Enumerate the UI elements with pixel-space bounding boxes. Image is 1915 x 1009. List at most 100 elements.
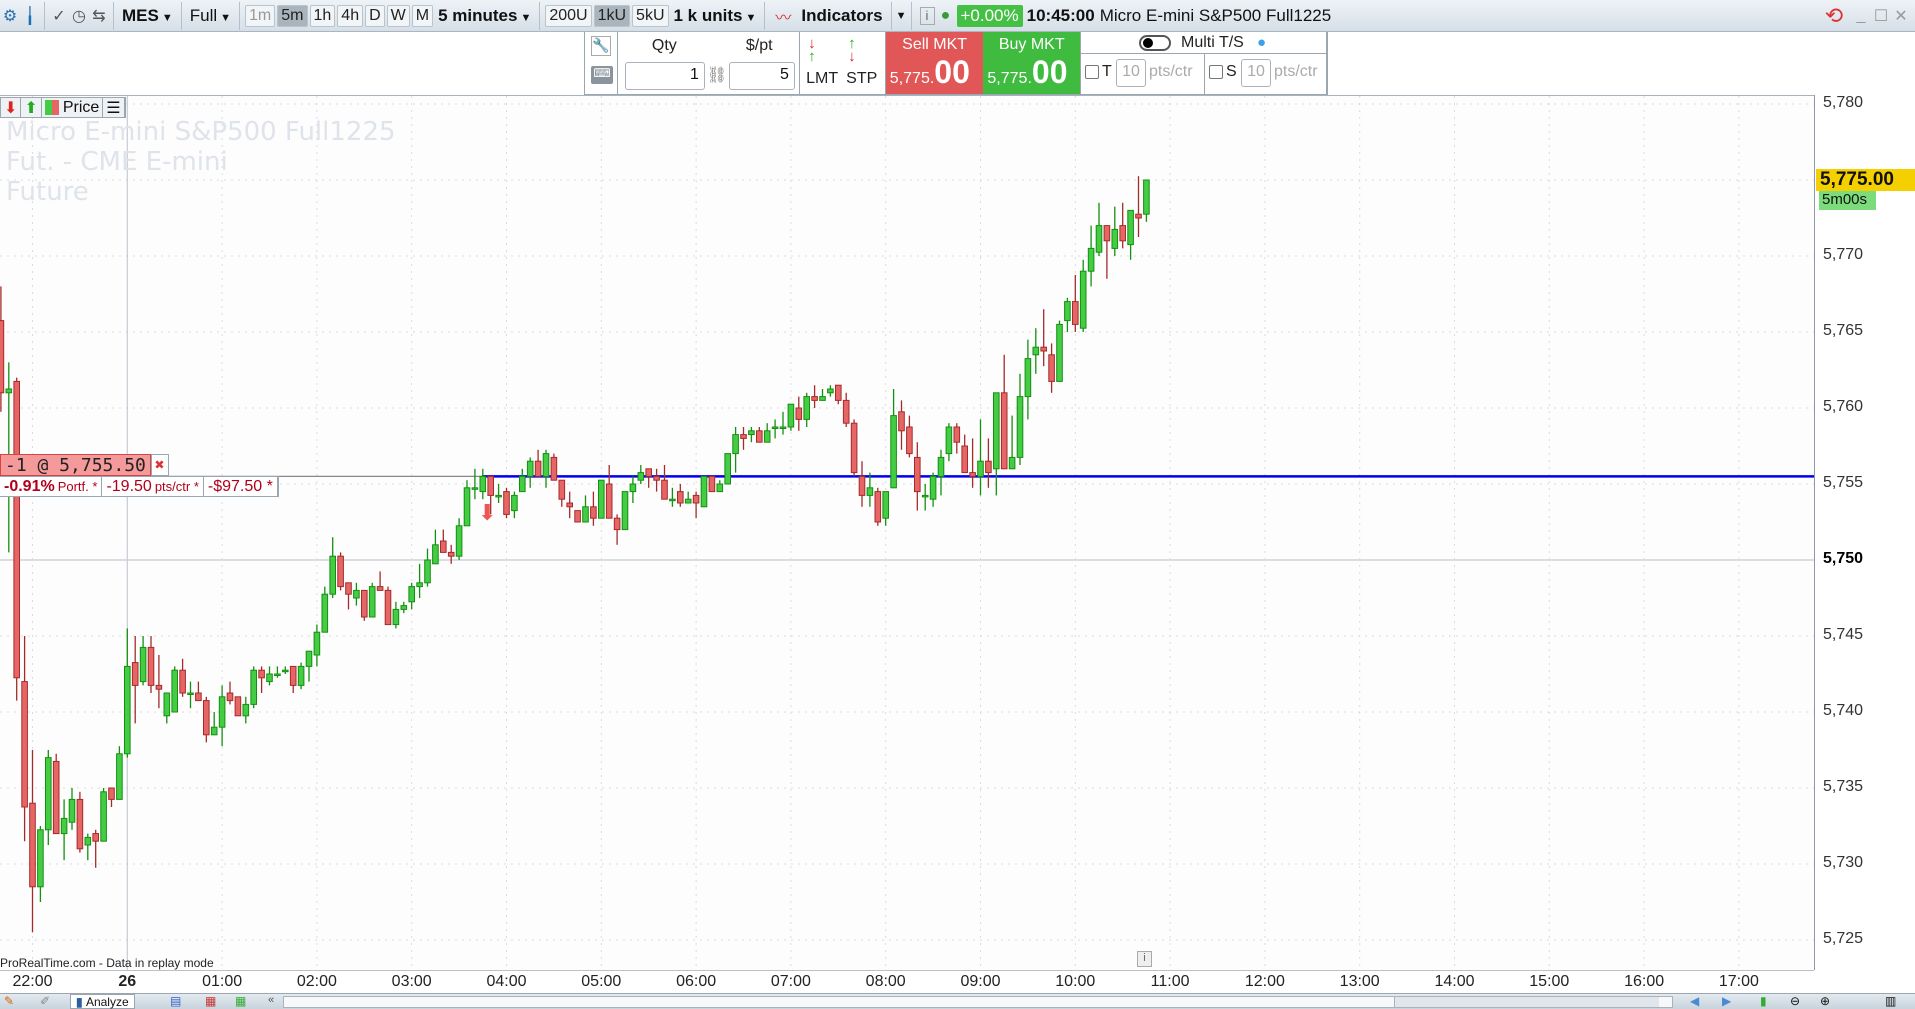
candle-body bbox=[432, 544, 439, 565]
info-icon[interactable]: i bbox=[1137, 951, 1152, 967]
close-icon[interactable]: ✕ bbox=[1894, 7, 1908, 25]
stop-input[interactable]: 10 bbox=[1241, 59, 1272, 87]
timeframe-w-button[interactable]: W bbox=[386, 4, 410, 27]
price-tick-label: 5,770 bbox=[1823, 246, 1864, 263]
units-1ku-button[interactable]: 1kU bbox=[593, 4, 631, 27]
timeframe-4h-button[interactable]: 4h bbox=[337, 4, 364, 27]
close-position-icon[interactable]: ✖ bbox=[150, 454, 169, 476]
position-label: -1 @ 5,755.50 ✖ bbox=[0, 454, 169, 476]
symbol-label: MES bbox=[122, 5, 159, 25]
indicators-icon[interactable]: 〰 bbox=[775, 9, 792, 27]
timeframe-5m-button[interactable]: 5m bbox=[277, 4, 308, 27]
buy-price: 5,775.00 bbox=[987, 54, 1067, 91]
candle-body bbox=[700, 475, 708, 508]
help-bubble-icon[interactable]: ● bbox=[1257, 34, 1267, 51]
price-toggle[interactable]: Price bbox=[42, 98, 104, 117]
buy-market-button[interactable]: Buy MKT 5,775.00 bbox=[983, 32, 1082, 94]
stop-order-button[interactable]: ↑ ↓ STP bbox=[844, 34, 884, 94]
timeframe-d-button[interactable]: D bbox=[365, 4, 385, 27]
scroll-right-icon[interactable]: ▶ bbox=[1722, 994, 1732, 1008]
timeframe-label: 5 minutes bbox=[438, 5, 518, 25]
price-chart[interactable] bbox=[0, 0, 1814, 970]
wrench-icon[interactable]: 🔧 bbox=[591, 36, 611, 56]
multi-ts-toggle[interactable] bbox=[1139, 35, 1172, 51]
chart-type-icon[interactable]: ⚙ bbox=[2, 7, 18, 25]
ppt-label: $/pt bbox=[745, 37, 773, 54]
tools-icon[interactable]: ✐ bbox=[40, 994, 51, 1008]
zoom-in-icon[interactable]: ⊕ bbox=[1820, 994, 1831, 1008]
candle-body bbox=[511, 494, 518, 512]
position-pnl: -0.91% Portf. * -19.50 pts/ctr * -$97.50 * bbox=[0, 476, 279, 497]
watermark-line: Micro E-mini S&P500 Full1225 bbox=[6, 117, 396, 147]
candle-body bbox=[124, 665, 131, 755]
zoom-out-icon[interactable]: ⊖ bbox=[1790, 994, 1801, 1008]
chevron-down-icon[interactable]: ▼ bbox=[895, 9, 907, 22]
horizontal-scrollbar[interactable] bbox=[283, 996, 1673, 1008]
grid-icon[interactable]: ▦ bbox=[235, 994, 247, 1008]
cursor-icon[interactable]: ⇆ bbox=[92, 7, 106, 25]
time-axis[interactable]: 22:00 26 01:00 02:00 03:00 04:00 05:00 06:00 07:… bbox=[0, 970, 1814, 993]
ppt-input[interactable]: 5 bbox=[728, 62, 795, 90]
link-check-icon[interactable]: ✓ bbox=[52, 7, 66, 25]
candle-body bbox=[677, 491, 684, 504]
price-tick-label: 5,730 bbox=[1823, 854, 1864, 871]
symbol-dropdown[interactable]: MES ▼ bbox=[118, 6, 177, 26]
timeframe-m-button[interactable]: M bbox=[411, 4, 434, 27]
candle-body bbox=[266, 673, 273, 683]
minimize-icon[interactable]: _ bbox=[1856, 6, 1866, 24]
price-tick-label: 5,735 bbox=[1823, 778, 1864, 795]
candle-body bbox=[329, 555, 336, 595]
chart-area[interactable] bbox=[0, 95, 1814, 970]
units-5ku-button[interactable]: 5kU bbox=[632, 4, 669, 27]
candle-body bbox=[969, 472, 976, 477]
time-tick-label: 11:00 bbox=[1150, 973, 1190, 990]
units-dropdown[interactable]: 1 k units ▼ bbox=[670, 6, 761, 26]
candle-body bbox=[440, 540, 447, 553]
report-icon[interactable]: ▦ bbox=[205, 994, 217, 1008]
candle-body bbox=[914, 456, 921, 493]
analyze-tab[interactable]: ▮ Analyze bbox=[70, 994, 135, 1009]
price-tick-label: 5,755 bbox=[1823, 474, 1864, 491]
info-icon[interactable]: i bbox=[919, 6, 935, 25]
price-axis[interactable]: 5,780 5,770 5,765 5,760 5,755 5,750 5,745 5,740… bbox=[1814, 94, 1915, 970]
sell-market-button[interactable]: Sell MKT 5,775.00 bbox=[885, 32, 984, 94]
candle-body bbox=[890, 415, 897, 489]
indicators-button[interactable]: Indicators bbox=[801, 5, 883, 25]
pnl-percent-suffix: Portf. * bbox=[57, 479, 98, 494]
stop-checkbox[interactable] bbox=[1209, 65, 1224, 79]
collapse-icon[interactable]: « bbox=[268, 994, 275, 1006]
candle-body bbox=[574, 510, 581, 523]
watermark-line: Fut. - CME E-mini bbox=[6, 147, 228, 177]
timeframe-1h-button[interactable]: 1h bbox=[309, 4, 336, 27]
keyboard-icon[interactable]: ⌨ bbox=[591, 66, 613, 84]
target-input[interactable]: 10 bbox=[1116, 59, 1147, 87]
target-checkbox[interactable] bbox=[1085, 65, 1100, 79]
scrollbar-thumb[interactable] bbox=[1394, 997, 1659, 1007]
timeframe-dropdown[interactable]: 5 minutes ▼ bbox=[434, 6, 535, 26]
candle-body bbox=[866, 487, 874, 496]
list-icon[interactable]: ☰ bbox=[103, 98, 125, 117]
link-icon[interactable]: ⛓ bbox=[706, 67, 728, 84]
candle-body bbox=[637, 472, 645, 481]
scroll-left-icon[interactable]: ◀ bbox=[1690, 994, 1700, 1008]
candle-body bbox=[882, 491, 890, 519]
time-tick-label: 07:00 bbox=[770, 973, 811, 990]
buy-arrow-icon[interactable]: ⬆ bbox=[21, 98, 42, 117]
menu-icon[interactable]: ▥ bbox=[1885, 994, 1897, 1008]
candle-body bbox=[724, 453, 732, 485]
timeframe-1m-button[interactable]: 1m bbox=[245, 4, 276, 27]
qty-input[interactable]: 1 bbox=[624, 62, 705, 90]
document-icon[interactable]: ▤ bbox=[170, 994, 182, 1008]
candles-icon[interactable]: ╽ bbox=[25, 7, 35, 25]
sync-icon[interactable]: ⟲ bbox=[1824, 2, 1844, 28]
view-mode-dropdown[interactable]: Full ▼ bbox=[186, 6, 235, 26]
units-200u-button[interactable]: 200U bbox=[545, 4, 592, 27]
candle-icon[interactable]: ▮ bbox=[1760, 994, 1767, 1008]
candle-body bbox=[313, 631, 321, 656]
clock-icon[interactable]: ◷ bbox=[72, 7, 86, 25]
limit-order-button[interactable]: ↓ ↑ LMT bbox=[804, 34, 844, 94]
maximize-icon[interactable]: ☐ bbox=[1873, 7, 1889, 25]
data-source-note: ProRealTime.com - Data in replay mode bbox=[0, 956, 214, 970]
pencil-icon[interactable]: ✎ bbox=[4, 994, 15, 1008]
sell-arrow-icon[interactable]: ⬇ bbox=[1, 98, 22, 117]
